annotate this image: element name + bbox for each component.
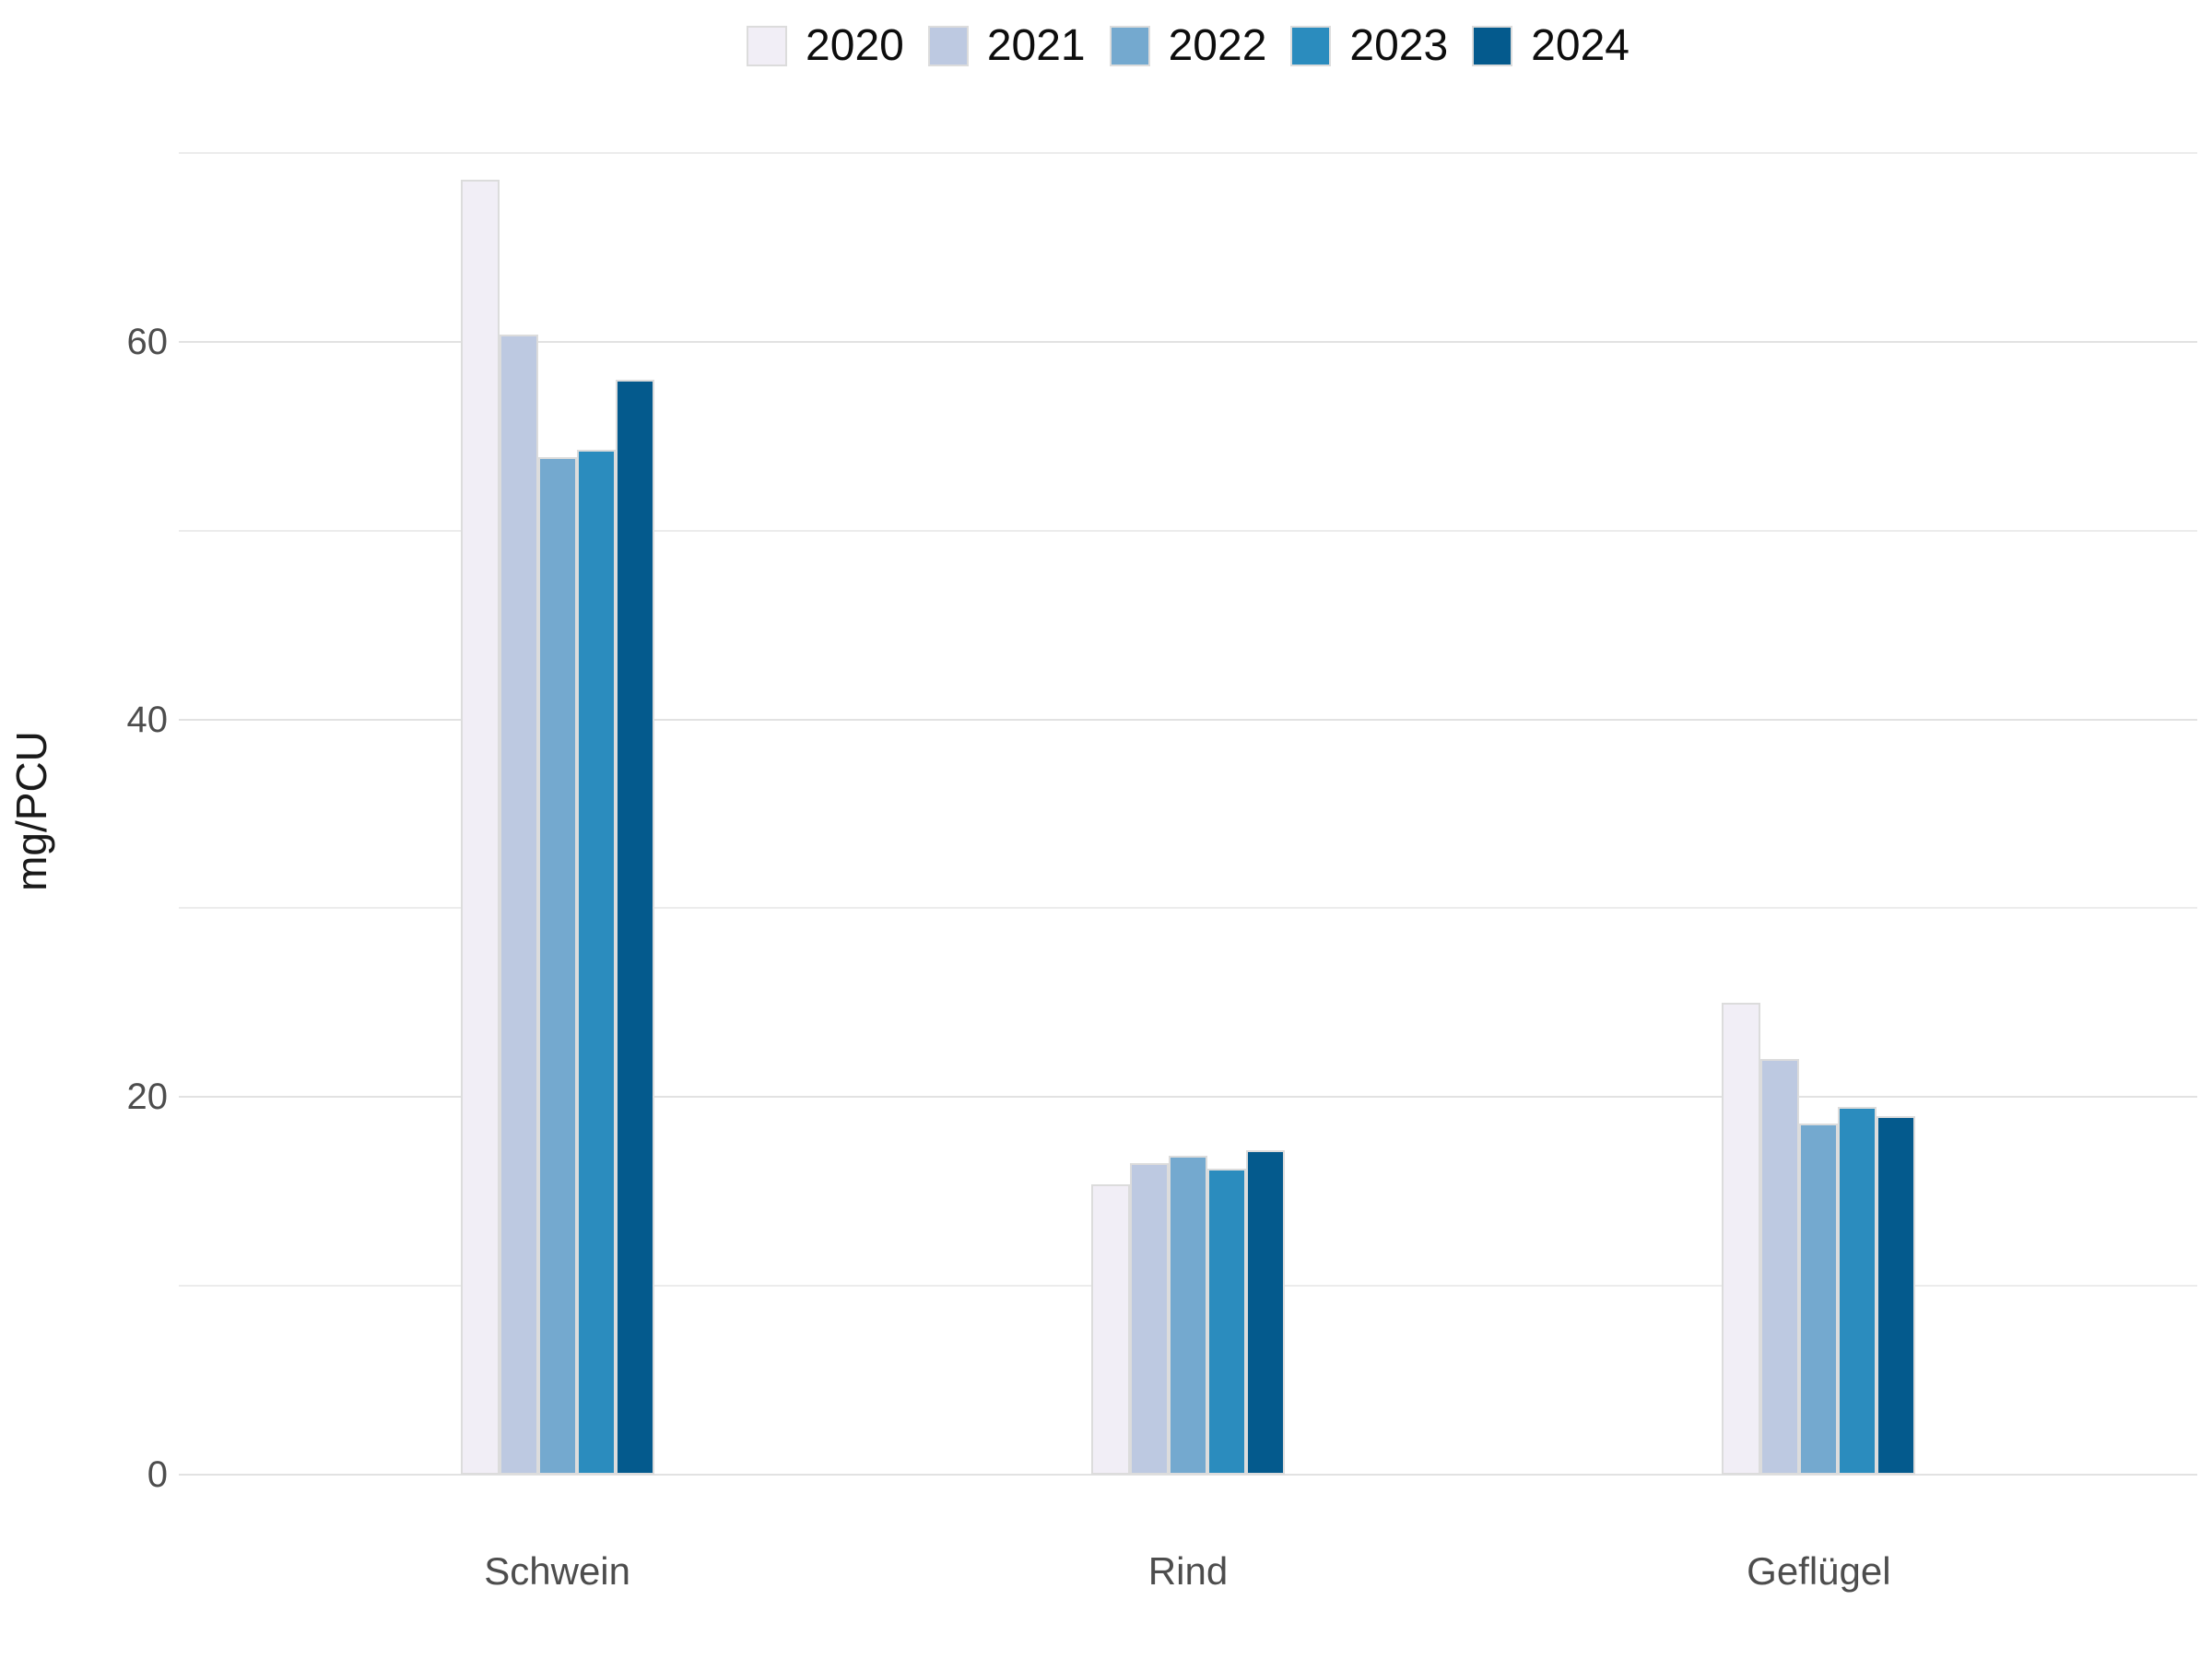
legend-swatch-2024 xyxy=(1472,26,1513,66)
x-tick-label-rind: Rind xyxy=(1147,1549,1229,1593)
bar-schwein-2023 xyxy=(576,449,616,1475)
major-gridline-0 xyxy=(179,1474,2197,1476)
legend-swatch-2021 xyxy=(927,26,969,66)
minor-gridline-50 xyxy=(179,529,2197,532)
y-tick-label-60: 60 xyxy=(126,321,169,362)
legend-swatch-2023 xyxy=(1290,26,1332,66)
y-tick-label-40: 40 xyxy=(126,699,169,740)
bar-rind-2021 xyxy=(1130,1163,1169,1475)
bar-geflügel-2022 xyxy=(1799,1123,1839,1475)
minor-gridline-30 xyxy=(179,907,2197,910)
legend-label-2021: 2021 xyxy=(986,21,1086,70)
bar-schwein-2022 xyxy=(537,456,577,1475)
legend-item-2024: 2024 xyxy=(1472,24,1630,68)
legend-swatch-2020 xyxy=(747,26,788,66)
x-tick-label-geflügel: Geflügel xyxy=(1747,1549,1891,1593)
bar-rind-2024 xyxy=(1246,1149,1285,1475)
bar-geflügel-2021 xyxy=(1760,1059,1800,1475)
legend-swatch-2022 xyxy=(1109,26,1150,66)
bar-rind-2023 xyxy=(1207,1169,1246,1475)
chart-legend: 2020 2021 2022 2023 2024 xyxy=(179,17,2197,76)
legend-item-2022: 2022 xyxy=(1109,21,1267,70)
minor-gridline-70 xyxy=(179,152,2197,155)
bar-schwein-2024 xyxy=(615,379,654,1475)
major-gridline-60 xyxy=(179,340,2197,343)
legend-item-2023: 2023 xyxy=(1290,24,1448,68)
major-gridline-20 xyxy=(179,1096,2197,1099)
bar-rind-2022 xyxy=(1169,1155,1207,1475)
legend-label-2022: 2022 xyxy=(1168,21,1267,70)
y-tick-label-20: 20 xyxy=(126,1077,169,1118)
legend-label-2024: 2024 xyxy=(1531,21,1630,70)
legend-label-2020: 2020 xyxy=(806,21,904,70)
bar-geflügel-2024 xyxy=(1877,1115,1916,1475)
bar-rind-2020 xyxy=(1091,1183,1130,1475)
bar-schwein-2021 xyxy=(499,334,538,1475)
bar-geflügel-2020 xyxy=(1722,1002,1761,1475)
bar-geflügel-2023 xyxy=(1838,1106,1877,1475)
y-axis-title: mg/PCU xyxy=(7,731,55,891)
legend-item-2020: 2020 xyxy=(747,24,904,68)
legend-item-2021: 2021 xyxy=(927,21,1086,70)
x-tick-label-schwein: Schwein xyxy=(484,1549,630,1593)
bar-schwein-2020 xyxy=(460,179,500,1475)
major-gridline-40 xyxy=(179,718,2197,721)
y-tick-label-0: 0 xyxy=(147,1454,168,1495)
legend-label-2023: 2023 xyxy=(1349,21,1449,70)
plot-panel xyxy=(179,113,2197,1476)
